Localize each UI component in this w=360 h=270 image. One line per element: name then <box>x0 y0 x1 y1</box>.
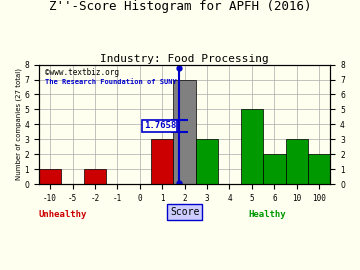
Text: ©www.textbiz.org: ©www.textbiz.org <box>45 68 119 77</box>
Bar <box>39 169 61 184</box>
Bar <box>174 79 196 184</box>
Bar <box>285 139 308 184</box>
Bar <box>84 169 106 184</box>
Bar <box>263 154 285 184</box>
Text: 1.7658: 1.7658 <box>144 121 176 130</box>
Text: Healthy: Healthy <box>249 210 287 219</box>
Bar <box>241 109 263 184</box>
Bar <box>151 139 174 184</box>
Text: Unhealthy: Unhealthy <box>39 210 87 219</box>
Text: The Research Foundation of SUNY: The Research Foundation of SUNY <box>45 79 176 85</box>
Bar <box>196 139 218 184</box>
Y-axis label: Number of companies (27 total): Number of companies (27 total) <box>15 68 22 180</box>
Bar <box>308 154 330 184</box>
Title: Industry: Food Processing: Industry: Food Processing <box>100 54 269 64</box>
X-axis label: Score: Score <box>170 207 199 217</box>
Text: Z''-Score Histogram for APFH (2016): Z''-Score Histogram for APFH (2016) <box>49 0 311 13</box>
